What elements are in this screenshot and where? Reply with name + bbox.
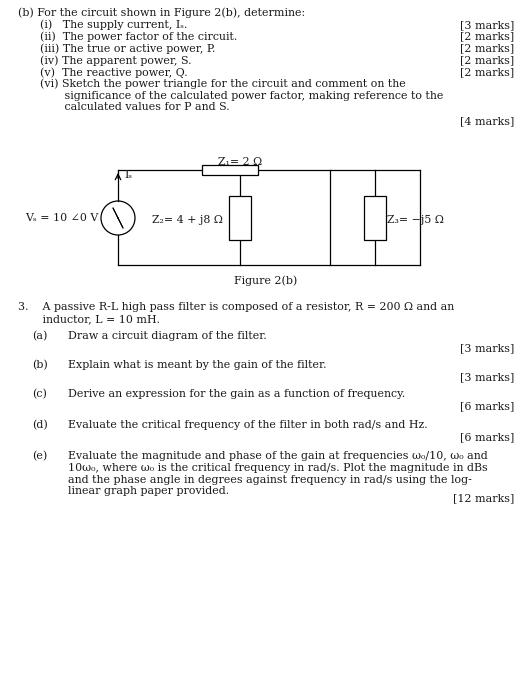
Text: (b): (b): [32, 360, 48, 370]
Text: (iv) The apparent power, S.: (iv) The apparent power, S.: [40, 55, 192, 66]
Text: [2 marks]: [2 marks]: [460, 32, 514, 41]
Text: 10ω₀, where ω₀ is the critical frequency in rad/s. Plot the magnitude in dBs: 10ω₀, where ω₀ is the critical frequency…: [68, 463, 488, 473]
Text: (ii)  The power factor of the circuit.: (ii) The power factor of the circuit.: [40, 32, 237, 42]
Text: (i)   The supply current, Iₛ.: (i) The supply current, Iₛ.: [40, 20, 187, 30]
Text: (d): (d): [32, 420, 48, 430]
Text: Z₁= 2 Ω: Z₁= 2 Ω: [218, 157, 262, 167]
Text: [6 marks]: [6 marks]: [460, 401, 514, 411]
Text: linear graph paper provided.: linear graph paper provided.: [68, 486, 229, 496]
Text: (e): (e): [32, 451, 47, 461]
Text: Iₛ: Iₛ: [124, 171, 132, 181]
Text: [2 marks]: [2 marks]: [460, 67, 514, 77]
Text: Explain what is meant by the gain of the filter.: Explain what is meant by the gain of the…: [68, 360, 327, 370]
Bar: [364, 195, 386, 239]
Text: 3.    A passive R-L high pass filter is composed of a resistor, R = 200 Ω and an: 3. A passive R-L high pass filter is com…: [18, 302, 454, 312]
Text: Evaluate the magnitude and phase of the gain at frequencies ω₀/10, ω₀ and: Evaluate the magnitude and phase of the …: [68, 451, 488, 461]
Text: [4 marks]: [4 marks]: [460, 116, 514, 126]
Text: [3 marks]: [3 marks]: [460, 20, 514, 30]
Text: and the phase angle in degrees against frequency in rad/s using the log-: and the phase angle in degrees against f…: [68, 475, 472, 484]
Text: [12 marks]: [12 marks]: [453, 493, 514, 503]
Text: inductor, L = 10 mH.: inductor, L = 10 mH.: [18, 314, 160, 324]
Text: (c): (c): [32, 389, 47, 399]
Text: (a): (a): [32, 331, 47, 342]
Text: (b) For the circuit shown in Figure 2(b), determine:: (b) For the circuit shown in Figure 2(b)…: [18, 7, 305, 18]
Text: Evaluate the critical frequency of the filter in both rad/s and Hz.: Evaluate the critical frequency of the f…: [68, 420, 428, 430]
Text: [2 marks]: [2 marks]: [460, 43, 514, 53]
Text: [2 marks]: [2 marks]: [460, 55, 514, 65]
Bar: [229, 195, 251, 239]
Text: [3 marks]: [3 marks]: [460, 372, 514, 382]
Text: Draw a circuit diagram of the filter.: Draw a circuit diagram of the filter.: [68, 331, 267, 341]
Text: Z₃= −j5 Ω: Z₃= −j5 Ω: [387, 215, 444, 225]
Bar: [202, 165, 258, 175]
Text: [6 marks]: [6 marks]: [460, 432, 514, 442]
Text: calculated values for P and S.: calculated values for P and S.: [40, 102, 230, 113]
Text: Figure 2(b): Figure 2(b): [235, 275, 297, 286]
Text: significance of the calculated power factor, making reference to the: significance of the calculated power fac…: [40, 90, 443, 101]
Text: Z₂= 4 + j8 Ω: Z₂= 4 + j8 Ω: [152, 215, 223, 225]
Text: (vi) Sketch the power triangle for the circuit and comment on the: (vi) Sketch the power triangle for the c…: [40, 79, 406, 90]
Text: (iii) The true or active power, P.: (iii) The true or active power, P.: [40, 43, 215, 54]
Text: [3 marks]: [3 marks]: [460, 343, 514, 353]
Text: Vₛ = 10 ∠0 V: Vₛ = 10 ∠0 V: [25, 213, 98, 223]
Text: Derive an expression for the gain as a function of frequency.: Derive an expression for the gain as a f…: [68, 389, 405, 399]
Text: (v)  The reactive power, Q.: (v) The reactive power, Q.: [40, 67, 188, 78]
